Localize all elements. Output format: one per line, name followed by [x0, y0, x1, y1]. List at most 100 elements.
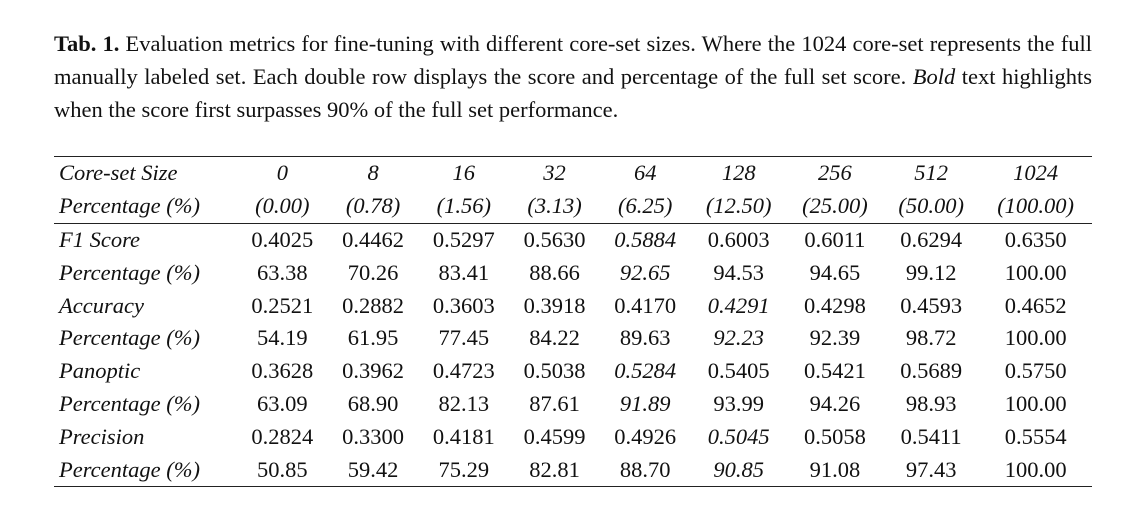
header-row: Percentage (%) (0.00) (0.78) (1.56) (3.13) (6… [54, 189, 1092, 224]
cell: 88.66 [529, 259, 580, 285]
header-cell: 64 [599, 155, 691, 190]
cell: 0.4170 [614, 292, 677, 318]
cell: 0.4298 [803, 292, 866, 318]
header-cell: (25.00) [786, 189, 884, 224]
row-label: Panoptic [59, 358, 141, 384]
header-cell: 16 [418, 155, 510, 190]
cell: 68.90 [347, 390, 399, 416]
header-cell: 8 [327, 155, 419, 190]
header-cell: 512 [883, 155, 980, 190]
cell: 0.4926 [614, 423, 677, 449]
cell: 0.5284 [614, 358, 677, 384]
table: Core-set Size 0 8 16 32 64 128 256 512 1024 Percen… [54, 155, 1092, 487]
cell: 97.43 [883, 453, 980, 487]
caption-text: text highlights when the score first sur… [54, 64, 1093, 122]
cell: 0.5421 [803, 358, 866, 384]
row-label: Precision [59, 423, 145, 449]
cell: 0.3603 [432, 292, 495, 318]
cell: 92.39 [809, 325, 861, 351]
header-cell: (0.78) [327, 189, 419, 224]
cell: 100.00 [1004, 259, 1067, 285]
header-cell: (0.00) [237, 189, 328, 224]
cell: 82.13 [438, 390, 490, 416]
header-cell: (1.56) [418, 189, 510, 224]
cell: 0.5297 [432, 226, 495, 252]
header-cell: 0 [237, 155, 328, 190]
table-row: Accuracy 0.2521 0.2882 0.3603 0.3918 0.4170 0.… [54, 289, 1092, 322]
cell: 50.85 [237, 453, 328, 487]
cell: 0.4181 [432, 423, 495, 449]
cell: 82.81 [509, 453, 600, 487]
cell: 75.29 [418, 453, 510, 487]
cell: 0.3628 [251, 358, 314, 384]
row-label: F1 Score [59, 226, 141, 252]
cell: 0.5045 [707, 423, 770, 449]
caption-text: Evaluation metrics for fine-tuning with … [54, 31, 1092, 89]
cell: 0.2882 [342, 292, 405, 318]
cell: 77.45 [438, 325, 490, 351]
cell: 0.4593 [900, 292, 963, 318]
table-row: Panoptic 0.3628 0.3962 0.4723 0.5038 0.5284 0.… [54, 355, 1092, 388]
cell: 92.65 [619, 259, 671, 285]
cell: 0.3918 [523, 292, 586, 318]
cell: 0.4025 [251, 226, 314, 252]
cell: 0.6350 [1004, 226, 1067, 252]
header-cell: (3.13) [509, 189, 600, 224]
header-cell: (50.00) [883, 189, 980, 224]
cell: 0.4723 [432, 358, 495, 384]
cell: 84.22 [529, 325, 580, 351]
cell: 0.4599 [523, 423, 586, 449]
cell: 99.12 [905, 259, 957, 285]
row-label: Percentage (%) [54, 189, 237, 224]
header-cell: 1024 [979, 155, 1092, 190]
caption: Tab. 1. Evaluation metrics for fine-tuni… [54, 27, 1092, 126]
cell: 0.6003 [707, 226, 770, 252]
table-row: F1 Score 0.4025 0.4462 0.5297 0.5630 0.5884 0.… [54, 223, 1092, 256]
cell: 63.38 [257, 259, 308, 285]
row-label: Percentage (%) [59, 325, 200, 351]
cell: 87.61 [529, 390, 580, 416]
cell: 98.72 [905, 325, 957, 351]
header-row: Core-set Size 0 8 16 32 64 128 256 512 1024 [54, 155, 1092, 190]
row-label: Percentage (%) [59, 259, 200, 285]
cell: 0.2521 [251, 292, 314, 318]
cell: 94.53 [713, 259, 765, 285]
cell: 93.99 [713, 390, 765, 416]
table-row: Percentage (%) 54.19 61.95 77.45 84.22 89.63 9… [54, 322, 1092, 355]
cell: 90.85 [690, 453, 787, 487]
cell: 0.4652 [1004, 292, 1067, 318]
row-label: Percentage (%) [59, 390, 200, 416]
cell: 91.08 [786, 453, 884, 487]
cell: 70.26 [347, 259, 399, 285]
cell: 0.4462 [342, 226, 405, 252]
header-cell: (6.25) [599, 189, 691, 224]
cell: 0.3962 [342, 358, 405, 384]
cell: 91.89 [619, 390, 671, 416]
cell: 100.00 [979, 453, 1092, 487]
table-row: Percentage (%) 63.09 68.90 82.13 87.61 91.89 9… [54, 388, 1092, 421]
header-cell: (100.00) [979, 189, 1092, 224]
cell: 0.5058 [803, 423, 866, 449]
table-row: Precision 0.2824 0.3300 0.4181 0.4599 0.4926 0… [54, 420, 1092, 453]
cell: 94.26 [809, 390, 861, 416]
caption-label: Tab. 1. [54, 31, 120, 56]
header-cell: 128 [690, 155, 787, 190]
cell: 88.70 [599, 453, 691, 487]
cell: 0.5689 [900, 358, 963, 384]
cell: 54.19 [257, 325, 308, 351]
row-label: Accuracy [59, 292, 144, 318]
row-label: Core-set Size [54, 155, 237, 190]
header-cell: 256 [786, 155, 884, 190]
cell: 0.5630 [523, 226, 586, 252]
cell: 100.00 [1004, 390, 1067, 416]
cell: 92.23 [713, 325, 765, 351]
cell: 0.5884 [614, 226, 677, 252]
cell: 0.5405 [707, 358, 770, 384]
cell: 0.6294 [900, 226, 963, 252]
table-row: Percentage (%) 63.38 70.26 83.41 88.66 92.65 9… [54, 256, 1092, 289]
cell: 0.5038 [523, 358, 586, 384]
cell: 0.5554 [1004, 423, 1067, 449]
cell: 0.3300 [342, 423, 405, 449]
caption-emphasis: Bold [912, 64, 956, 89]
